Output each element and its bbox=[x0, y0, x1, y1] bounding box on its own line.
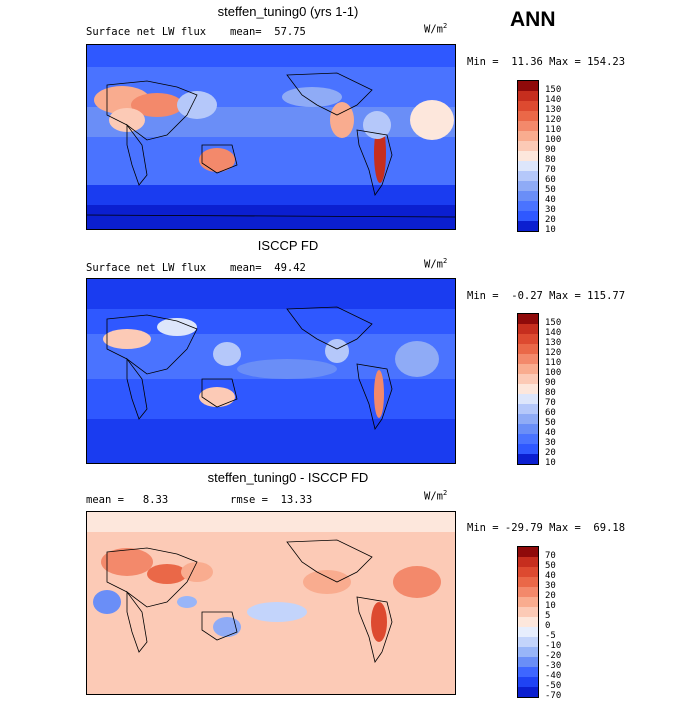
colorbar-tick: 140 bbox=[545, 328, 562, 338]
panel3-mean: mean = 8.33 bbox=[86, 494, 169, 506]
colorbar-tick: 50 bbox=[545, 561, 556, 571]
colorbar-tick: 80 bbox=[545, 155, 556, 165]
colorbar-tick: 120 bbox=[545, 348, 562, 358]
panel2-map-field bbox=[87, 279, 455, 463]
colorbar-tick: 120 bbox=[545, 115, 562, 125]
colorbar-tick: 130 bbox=[545, 105, 562, 115]
colorbar-tick: 10 bbox=[545, 225, 556, 235]
colorbar-tick: 60 bbox=[545, 408, 556, 418]
panel1-colorbar-ticks: 150 140 130 120 110 100 90 80 70 60 50 40 30 20… bbox=[545, 85, 561, 235]
panel2-map bbox=[86, 278, 456, 464]
panel1-mean: mean= 57.75 bbox=[230, 26, 306, 38]
colorbar-tick: 20 bbox=[545, 591, 556, 601]
colorbar-tick: 40 bbox=[545, 571, 556, 581]
colorbar-tick: -50 bbox=[545, 681, 562, 691]
panel3-units: W/m2 bbox=[424, 489, 448, 503]
colorbar-tick: 150 bbox=[545, 85, 562, 95]
colorbar-tick: 90 bbox=[545, 378, 556, 388]
colorbar-tick: 80 bbox=[545, 388, 556, 398]
season-label: ANN bbox=[510, 8, 556, 31]
colorbar-tick: 70 bbox=[545, 398, 556, 408]
panel1-field-label: Surface net LW flux bbox=[86, 26, 207, 38]
panel3-colorbar bbox=[517, 546, 539, 698]
colorbar-tick: 30 bbox=[545, 581, 556, 591]
panel1-map bbox=[86, 44, 456, 230]
colorbar-tick: 40 bbox=[545, 428, 556, 438]
colorbar-tick: 140 bbox=[545, 95, 562, 105]
colorbar-tick: -5 bbox=[545, 631, 556, 641]
colorbar-tick: 30 bbox=[545, 205, 556, 215]
panel3-map-field bbox=[87, 512, 455, 694]
panel2-field-label: Surface net LW flux bbox=[86, 262, 207, 274]
colorbar-tick: -20 bbox=[545, 651, 562, 661]
panel2-mean: mean= 49.42 bbox=[230, 262, 306, 274]
panel3-title: steffen_tuning0 - ISCCP FD bbox=[207, 470, 369, 485]
colorbar-tick: 20 bbox=[545, 215, 556, 225]
colorbar-tick: -70 bbox=[545, 691, 562, 701]
colorbar-tick: 110 bbox=[545, 125, 562, 135]
panel1-title: steffen_tuning0 (yrs 1-1) bbox=[217, 4, 359, 19]
panel1-minmax: Min = 11.36 Max = 154.23 bbox=[467, 56, 626, 68]
colorbar-tick: 150 bbox=[545, 318, 562, 328]
panel3-minmax: Min = -29.79 Max = 69.18 bbox=[467, 522, 626, 534]
colorbar-tick: 90 bbox=[545, 145, 556, 155]
colorbar-tick: 50 bbox=[545, 418, 556, 428]
panel2-minmax: Min = -0.27 Max = 115.77 bbox=[467, 290, 626, 302]
colorbar-tick: 20 bbox=[545, 448, 556, 458]
colorbar-tick: -10 bbox=[545, 641, 562, 651]
colorbar-tick: 10 bbox=[545, 601, 556, 611]
colorbar-tick: 100 bbox=[545, 368, 562, 378]
colorbar-tick: 110 bbox=[545, 358, 562, 368]
colorbar-tick: 10 bbox=[545, 458, 556, 468]
colorbar-tick: 60 bbox=[545, 175, 556, 185]
panel2-units: W/m2 bbox=[424, 257, 448, 271]
colorbar-tick: 130 bbox=[545, 338, 562, 348]
colorbar-tick: 5 bbox=[545, 611, 551, 621]
colorbar-tick: 40 bbox=[545, 195, 556, 205]
colorbar-tick: -30 bbox=[545, 661, 562, 671]
panel2-title: ISCCP FD bbox=[257, 238, 319, 253]
colorbar-tick: 50 bbox=[545, 185, 556, 195]
panel1-map-field bbox=[87, 45, 455, 229]
panel3-rmse: rmse = 13.33 bbox=[230, 494, 313, 506]
colorbar-tick: 70 bbox=[545, 551, 556, 561]
colorbar-tick: 0 bbox=[545, 621, 551, 631]
colorbar-tick: 70 bbox=[545, 165, 556, 175]
colorbar-tick: 100 bbox=[545, 135, 562, 145]
colorbar-tick: 30 bbox=[545, 438, 556, 448]
panel1-colorbar bbox=[517, 80, 539, 232]
colorbar-tick: -40 bbox=[545, 671, 562, 681]
panel1-units: W/m2 bbox=[424, 22, 448, 36]
panel2-colorbar bbox=[517, 313, 539, 465]
panel2-colorbar-ticks: 150 140 130 120 110 100 90 80 70 60 50 40 30 20… bbox=[545, 318, 561, 468]
panel3-map bbox=[86, 511, 456, 695]
